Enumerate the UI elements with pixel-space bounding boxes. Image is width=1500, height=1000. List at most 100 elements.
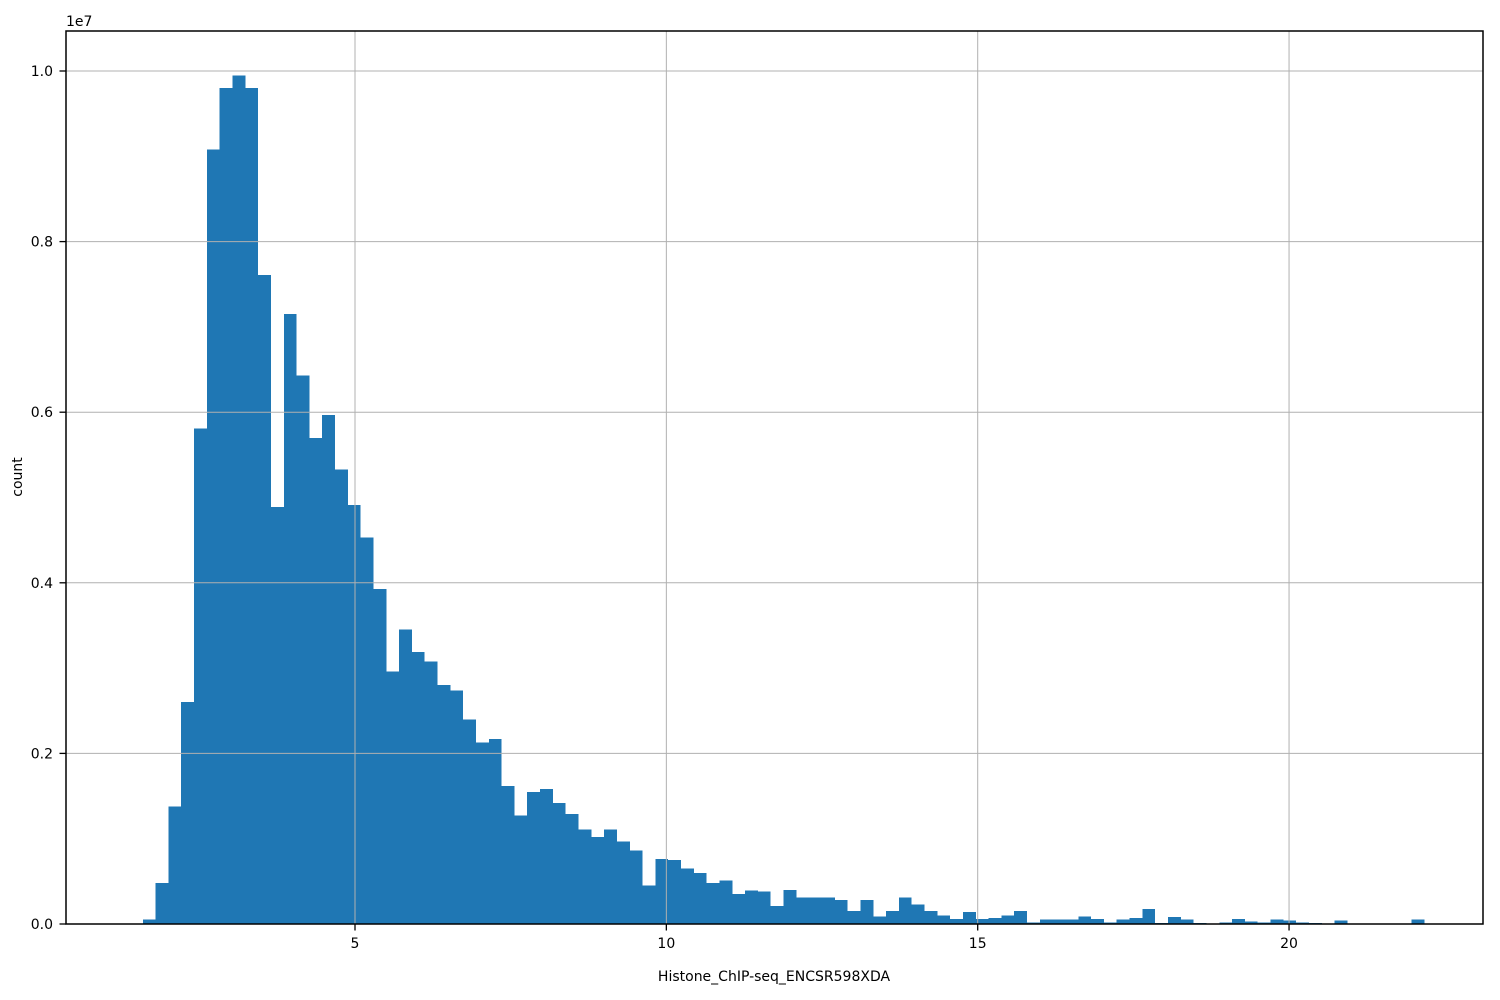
y-tick-label: 0.8 <box>31 235 53 251</box>
histogram-bar <box>1065 919 1079 924</box>
x-axis-label: Histone_ChIP-seq_ENCSR598XDA <box>658 969 891 985</box>
histogram-bar <box>809 897 822 924</box>
histogram-bar <box>642 885 656 924</box>
y-tick-label: 0.0 <box>31 917 53 933</box>
histogram-bar <box>937 915 951 924</box>
histogram-bar <box>527 791 541 924</box>
histogram-bar <box>1078 916 1092 924</box>
histogram-bar <box>757 891 771 924</box>
histogram-bar <box>924 911 938 924</box>
y-tick-label: 0.4 <box>31 576 53 592</box>
histogram-bar <box>437 685 451 924</box>
y-tick-label: 1.0 <box>31 64 53 80</box>
histogram-bar <box>847 911 861 924</box>
histogram-bar <box>194 428 207 924</box>
histogram-bar <box>1001 915 1015 924</box>
histogram-bar <box>1091 918 1104 924</box>
histogram-bar <box>1014 911 1028 924</box>
histogram-bar <box>1129 918 1143 924</box>
histogram-bar <box>911 904 925 924</box>
histogram-bar <box>1027 922 1040 924</box>
histogram-bar <box>424 661 438 924</box>
histogram-bar <box>745 890 758 924</box>
histogram-bar <box>962 912 976 924</box>
histogram-bar <box>616 841 630 924</box>
x-tick-label: 10 <box>657 936 675 952</box>
histogram-bar <box>1244 921 1258 924</box>
histogram-bar <box>988 918 1002 924</box>
histogram-bar <box>155 883 169 924</box>
histogram-bar <box>475 742 489 924</box>
histogram-bar <box>309 437 323 924</box>
histogram-bar <box>950 918 963 924</box>
histogram-bar <box>1039 919 1053 924</box>
histogram-bar <box>719 880 733 924</box>
histogram-bar <box>258 274 271 924</box>
histogram-bar <box>168 806 182 924</box>
histogram-bar <box>860 900 874 924</box>
histogram-bar <box>604 829 617 924</box>
histogram-bar <box>386 671 400 924</box>
histogram-bar <box>181 702 195 924</box>
histogram-bar <box>296 375 310 924</box>
histogram-bar <box>898 897 912 924</box>
histogram-bar <box>629 850 643 924</box>
histogram-bar <box>540 789 553 924</box>
histogram-bar <box>322 414 336 924</box>
histogram-bar <box>347 505 361 924</box>
histogram-bar <box>834 900 848 924</box>
histogram-bar <box>1411 919 1425 924</box>
histogram-bar <box>1142 909 1156 924</box>
histogram-bar <box>681 868 694 924</box>
histogram-bar <box>219 88 233 924</box>
x-tick-label: 20 <box>1280 936 1298 952</box>
histogram-bar <box>975 918 989 924</box>
plot-frame <box>65 30 1484 925</box>
tick-layer: 5 10 15 20 0.0 0.2 0.4 0.6 0.8 1.0 <box>31 64 1298 952</box>
y-tick-label: 0.6 <box>31 405 53 421</box>
histogram-bar <box>821 897 835 924</box>
histogram-bar <box>283 314 297 924</box>
histogram-bar <box>1116 919 1130 924</box>
histogram-bar <box>565 813 579 924</box>
histogram-bar <box>578 829 592 924</box>
histogram-bar <box>1103 922 1117 924</box>
histogram-bar <box>232 75 246 924</box>
frame-layer <box>65 30 1484 925</box>
histogram-bar <box>1168 917 1181 924</box>
histogram-bar <box>206 149 220 925</box>
histogram-bar <box>488 738 502 924</box>
histogram-bar <box>1232 918 1245 924</box>
histogram-bar <box>514 815 528 924</box>
histogram-bar <box>1296 922 1309 924</box>
histogram-bar <box>1283 920 1297 924</box>
histogram-bar <box>373 588 387 924</box>
histogram-bar <box>335 469 348 924</box>
histogram-bar <box>411 651 425 924</box>
histogram-bar <box>732 894 746 924</box>
histogram-bar <box>886 911 899 924</box>
histogram-bar <box>668 860 682 924</box>
histogram-bar <box>770 906 784 924</box>
histogram-bar <box>693 872 707 924</box>
histogram-bar <box>1270 919 1284 924</box>
histogram-bar <box>552 802 566 924</box>
histogram-bar <box>399 629 412 924</box>
x-tick-label: 15 <box>969 936 987 952</box>
histogram-bar <box>706 883 720 924</box>
y-tick-label: 0.2 <box>31 746 53 762</box>
histogram-bar <box>796 897 810 924</box>
y-axis-offset-label: 1e7 <box>66 14 92 30</box>
histogram-bar <box>245 88 259 924</box>
x-tick-label: 5 <box>351 936 360 952</box>
histogram-bar <box>783 889 797 924</box>
histogram-bar <box>591 836 605 924</box>
histogram-bar <box>655 859 669 924</box>
histogram-bar <box>1180 919 1194 924</box>
histogram-bar <box>1052 919 1066 924</box>
histogram-bar <box>142 919 156 924</box>
histogram-bar <box>270 506 284 924</box>
histogram-bar <box>450 690 464 924</box>
